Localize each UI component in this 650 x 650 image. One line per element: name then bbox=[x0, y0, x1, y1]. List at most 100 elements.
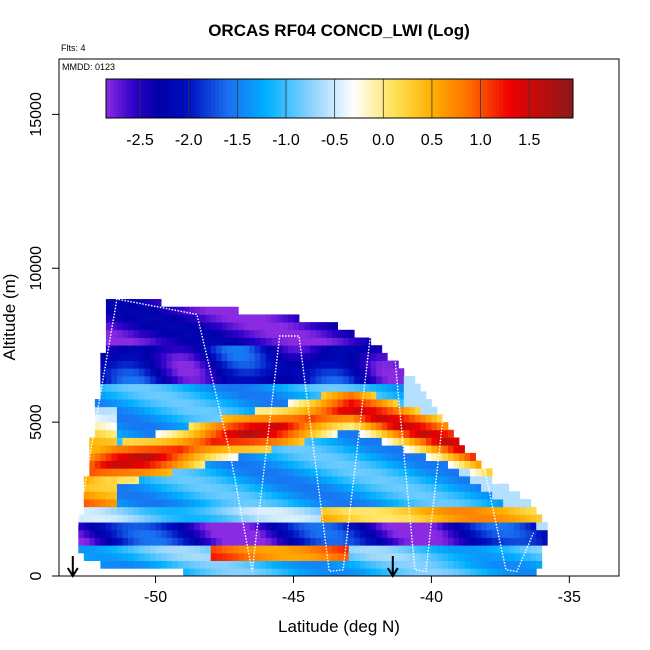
heatmap-cell bbox=[161, 360, 167, 369]
heatmap-cell bbox=[492, 506, 499, 515]
heatmap-cell bbox=[287, 322, 294, 331]
colorbar-swatch bbox=[238, 79, 243, 118]
heatmap-cell bbox=[310, 506, 316, 515]
heatmap-cell bbox=[282, 345, 289, 354]
heatmap-cell bbox=[376, 414, 383, 423]
heatmap-cell bbox=[139, 499, 145, 508]
heatmap-cell bbox=[398, 537, 405, 546]
colorbar-swatch bbox=[358, 79, 364, 118]
heatmap-cell bbox=[161, 445, 167, 454]
heatmap-cell bbox=[326, 529, 333, 538]
heatmap-cell bbox=[111, 483, 118, 492]
heatmap-cell bbox=[282, 383, 289, 392]
heatmap-cell bbox=[221, 460, 228, 469]
heatmap-cell bbox=[453, 483, 460, 492]
heatmap-cell bbox=[210, 529, 217, 538]
heatmap-cell bbox=[287, 329, 294, 338]
heatmap-cell bbox=[205, 437, 212, 446]
heatmap-cell bbox=[172, 460, 179, 469]
heatmap-cell bbox=[122, 468, 129, 477]
heatmap-cell bbox=[166, 414, 173, 423]
heatmap-cell bbox=[304, 383, 311, 392]
colorbar-swatch bbox=[160, 79, 165, 118]
heatmap-cell bbox=[127, 529, 134, 538]
heatmap-cell bbox=[111, 429, 118, 438]
heatmap-cell bbox=[265, 460, 272, 469]
heatmap-cell bbox=[276, 514, 283, 523]
heatmap-cell bbox=[470, 545, 476, 554]
heatmap-cell bbox=[453, 514, 460, 523]
heatmap-cell bbox=[172, 452, 179, 461]
heatmap-cell bbox=[83, 506, 90, 515]
heatmap-cell bbox=[442, 506, 449, 515]
heatmap-cell bbox=[254, 329, 261, 338]
heatmap-cell bbox=[354, 352, 361, 361]
heatmap-cell bbox=[409, 391, 416, 400]
heatmap-cell bbox=[232, 429, 239, 438]
heatmap-cell bbox=[381, 445, 388, 454]
heatmap-cell bbox=[519, 506, 526, 515]
heatmap-cell bbox=[392, 552, 399, 562]
heatmap-cell bbox=[464, 529, 471, 538]
heatmap-cell bbox=[133, 360, 140, 369]
heatmap-cell bbox=[276, 475, 283, 485]
heatmap-cell bbox=[409, 414, 416, 423]
heatmap-cell bbox=[459, 491, 465, 500]
heatmap-cell bbox=[293, 322, 300, 331]
heatmap-cell bbox=[315, 514, 322, 523]
heatmap-cell bbox=[150, 452, 156, 461]
heatmap-cell bbox=[161, 429, 167, 438]
heatmap-cell bbox=[332, 552, 339, 562]
heatmap-cell bbox=[100, 537, 107, 546]
heatmap-cell bbox=[161, 514, 167, 523]
colorbar-swatch bbox=[502, 79, 508, 118]
colorbar-swatch bbox=[351, 79, 356, 118]
heatmap-cell bbox=[144, 545, 151, 554]
heatmap-cell bbox=[221, 545, 228, 554]
heatmap-cell bbox=[381, 475, 388, 485]
heatmap-cell bbox=[127, 345, 134, 354]
heatmap-cell bbox=[150, 345, 156, 354]
heatmap-cell bbox=[359, 368, 366, 377]
heatmap-cell bbox=[116, 314, 123, 323]
heatmap-cell bbox=[370, 429, 377, 438]
heatmap-cell bbox=[271, 414, 278, 423]
heatmap-cell bbox=[299, 514, 305, 523]
heatmap-cell bbox=[177, 552, 184, 562]
heatmap-cell bbox=[210, 437, 217, 446]
heatmap-cell bbox=[287, 506, 294, 515]
heatmap-cell bbox=[398, 522, 405, 531]
heatmap-cell bbox=[249, 406, 256, 415]
heatmap-cell bbox=[492, 491, 499, 500]
heatmap-cell bbox=[232, 545, 239, 554]
heatmap-cell bbox=[447, 499, 454, 508]
heatmap-cell bbox=[188, 429, 195, 438]
heatmap-cell bbox=[365, 560, 372, 569]
heatmap-cell bbox=[332, 537, 339, 546]
heatmap-cell bbox=[365, 475, 372, 485]
colorbar-swatch bbox=[183, 79, 189, 118]
heatmap-cell bbox=[199, 460, 206, 469]
heatmap-cell bbox=[541, 522, 548, 531]
heatmap-cell bbox=[392, 483, 399, 492]
heatmap-cell bbox=[492, 560, 499, 569]
heatmap-cell bbox=[216, 314, 223, 323]
heatmap-cell bbox=[315, 391, 322, 400]
heatmap-cell bbox=[139, 337, 145, 346]
heatmap-cell bbox=[105, 383, 112, 392]
heatmap-cell bbox=[425, 552, 432, 562]
heatmap-cell bbox=[310, 399, 316, 408]
heatmap-cell bbox=[205, 422, 212, 431]
heatmap-cell bbox=[188, 475, 195, 485]
heatmap-cell bbox=[177, 445, 184, 454]
heatmap-cell bbox=[243, 475, 250, 485]
heatmap-cell bbox=[166, 545, 173, 554]
heatmap-cell bbox=[293, 529, 300, 538]
heatmap-cell bbox=[409, 437, 416, 446]
heatmap-cell bbox=[321, 345, 327, 354]
heatmap-cell bbox=[216, 368, 223, 377]
colorbar-swatch bbox=[121, 79, 126, 118]
heatmap-cell bbox=[271, 322, 278, 331]
heatmap-cell bbox=[232, 352, 239, 361]
heatmap-cell bbox=[210, 383, 217, 392]
